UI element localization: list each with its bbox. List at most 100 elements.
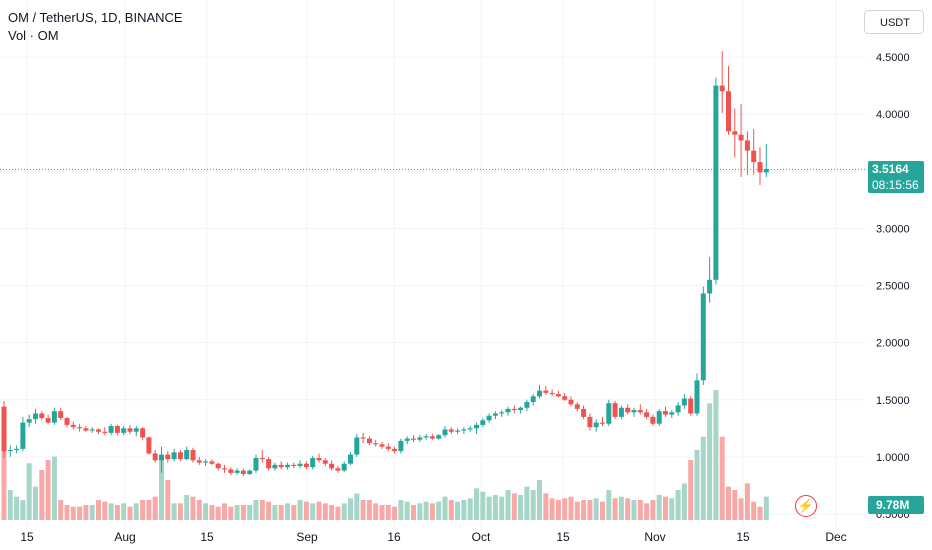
candle-body [505, 408, 511, 413]
candle [108, 423, 114, 436]
currency-button[interactable]: USDT [864, 10, 924, 34]
candle-body [448, 429, 454, 432]
candle [165, 451, 171, 463]
candle [26, 414, 32, 428]
candle-body [492, 413, 498, 416]
candle [222, 464, 227, 473]
candle-body [108, 426, 114, 433]
candle-body [373, 443, 379, 445]
volume-bar [518, 495, 524, 520]
volume-bar [587, 500, 593, 520]
candle [366, 436, 372, 446]
volume-bar [379, 505, 385, 520]
candle [474, 422, 479, 435]
time-tick-label: Nov [644, 530, 665, 544]
candle-body [171, 452, 177, 460]
volume-bar [329, 505, 335, 520]
candle [499, 410, 505, 417]
candle [600, 416, 605, 427]
candle [663, 406, 668, 417]
candle [272, 462, 278, 471]
candle [593, 419, 599, 432]
candle [159, 446, 164, 473]
symbol-title[interactable]: OM / TetherUS, 1D, BINANCE [8, 10, 183, 25]
time-tick-label: 16 [387, 530, 401, 544]
candle-body [606, 403, 612, 424]
candle [713, 77, 719, 285]
candle [612, 400, 618, 420]
candle [455, 428, 461, 435]
volume-bar [7, 490, 13, 520]
candle [20, 416, 26, 452]
candle-body [222, 468, 227, 470]
candle-body [499, 412, 505, 414]
price-axis[interactable]: 4.50004.00003.50003.00002.50002.00001.50… [876, 52, 910, 521]
candle [480, 418, 486, 428]
candle [524, 399, 530, 412]
volume-bar [606, 490, 612, 520]
candle-body [637, 410, 643, 413]
candle [297, 460, 303, 469]
volume-bar [64, 505, 70, 520]
candle [133, 426, 139, 437]
candle [763, 143, 769, 177]
lightning-icon[interactable]: ⚡ [795, 495, 817, 517]
candle-body [303, 463, 309, 468]
candle-body [348, 454, 353, 464]
volume-bar [398, 500, 404, 520]
candle [694, 373, 700, 416]
time-tick-label: 15 [736, 530, 750, 544]
candle [757, 147, 763, 185]
candle-body [555, 394, 561, 397]
candle-body [310, 458, 316, 468]
candle [83, 426, 89, 432]
candle [303, 461, 309, 470]
time-axis[interactable]: 15 Aug 15 Sep 16 Oct 15 Nov 15 Dec [20, 530, 846, 544]
candle [732, 108, 738, 158]
candle [33, 408, 38, 424]
candle [253, 454, 259, 473]
volume-legend[interactable]: Vol · OM [8, 28, 59, 43]
candle-body [39, 413, 45, 419]
volume-bar [348, 498, 353, 520]
candle [751, 128, 757, 175]
candle [247, 469, 253, 476]
candle-body [392, 448, 398, 452]
candle [404, 436, 410, 445]
candle [555, 390, 561, 398]
candle [329, 460, 335, 471]
candle [77, 423, 83, 432]
candle-body [436, 435, 442, 439]
candle [549, 389, 555, 397]
volume-bar [757, 506, 763, 520]
volume-bar [184, 495, 190, 520]
candle-body [285, 464, 290, 468]
candle-body [455, 430, 461, 432]
candle-body [215, 463, 221, 469]
candle [411, 435, 416, 443]
candle-body [411, 438, 416, 440]
volume-bar [316, 501, 322, 520]
volume-bar [114, 505, 120, 520]
candle [461, 427, 467, 435]
candle-body [33, 413, 38, 420]
candle-body [1, 406, 7, 452]
candle-body [152, 453, 158, 461]
volume-bar [146, 500, 152, 520]
candle [467, 426, 473, 432]
candle [7, 445, 13, 457]
bar-countdown: 08:15:56 [872, 178, 919, 192]
candle-body [297, 463, 303, 467]
symbol-legend: OM / TetherUS, 1D, BINANCE Vol · OM [8, 9, 183, 45]
volume-bar [763, 496, 769, 520]
candle [341, 461, 347, 472]
volume-bar [593, 498, 599, 520]
candle-body [732, 131, 738, 135]
candle-body [568, 399, 574, 405]
volume-bar [492, 495, 498, 520]
volume-bar [247, 505, 253, 520]
candle [348, 452, 353, 465]
candle [14, 445, 20, 454]
candle [518, 406, 524, 414]
